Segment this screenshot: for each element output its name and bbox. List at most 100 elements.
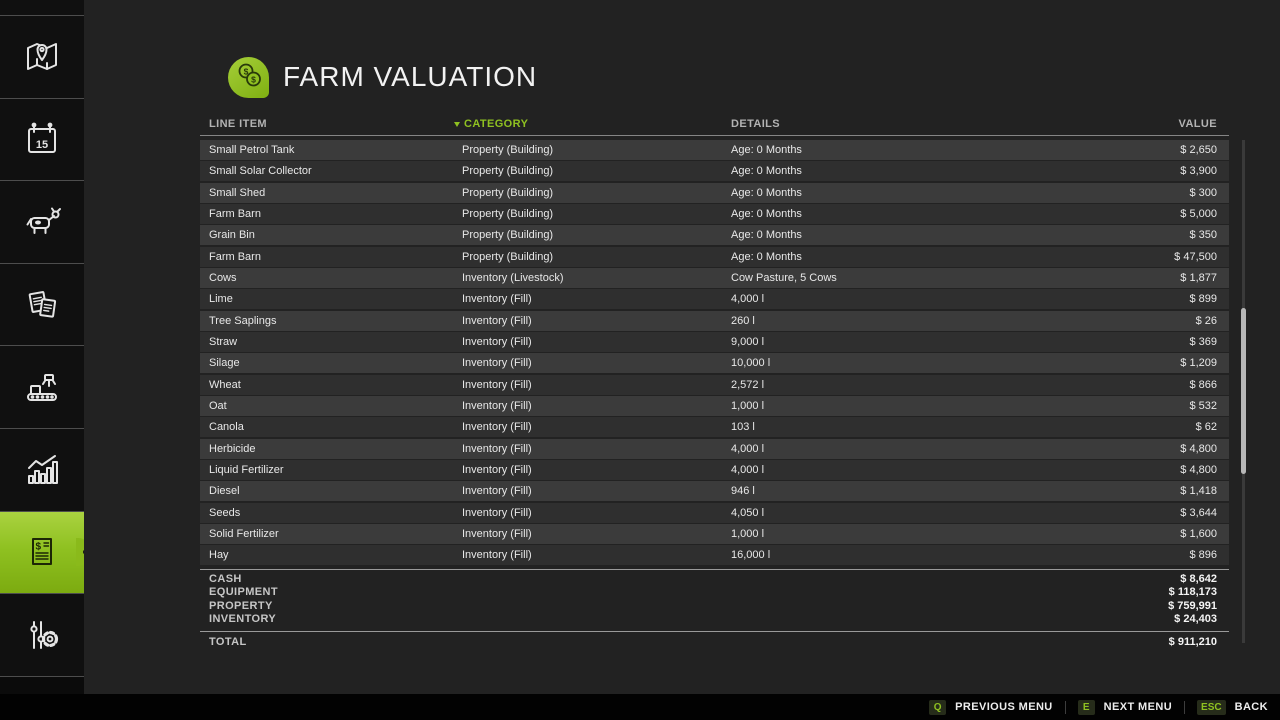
value-cell: $ 1,418 (1180, 485, 1217, 498)
svg-text:$: $ (36, 542, 42, 553)
line-item-cell: Oat (209, 399, 227, 412)
category-cell: Inventory (Fill) (462, 442, 532, 455)
table-row: Silage Inventory (Fill) 10,000 l $ 1,209 (200, 353, 1229, 374)
value-cell: $ 4,800 (1180, 463, 1217, 476)
value-cell: $ 1,209 (1180, 357, 1217, 370)
category-cell: Inventory (Fill) (462, 293, 532, 306)
category-cell: Property (Building) (462, 207, 554, 220)
details-cell: 16,000 l (731, 549, 771, 562)
line-item-cell: Grain Bin (209, 229, 255, 242)
summary-row-inventory: INVENTORY $ 24,403 (209, 613, 1217, 626)
details-cell: 4,000 l (731, 442, 765, 455)
line-item-cell: Hay (209, 549, 229, 562)
line-item-cell: Small Solar Collector (209, 165, 312, 178)
svg-text:$: $ (243, 67, 248, 77)
map-icon (21, 36, 63, 78)
details-cell: 9,000 l (731, 335, 765, 348)
sidebar-endcap (0, 675, 84, 694)
footer-divider (1064, 700, 1066, 714)
table-row: Farm Barn Property (Building) Age: 0 Mon… (200, 246, 1229, 267)
column-header-category[interactable]: CATEGORY (454, 118, 731, 130)
hint-previous-menu[interactable]: Q PREVIOUS MENU (929, 699, 1053, 715)
line-item-cell: Lime (209, 293, 233, 306)
production-icon (21, 366, 63, 408)
sidebar-item-settings[interactable] (0, 593, 84, 676)
summary-row-equipment: EQUIPMENT $ 118,173 (209, 586, 1217, 599)
contracts-icon (21, 284, 63, 326)
key-badge-e: E (1077, 699, 1095, 715)
sidebar-nav: 15 (0, 0, 92, 694)
line-item-cell: Diesel (209, 485, 240, 498)
column-header-details[interactable]: DETAILS (731, 118, 781, 130)
table-row: Small Solar Collector Property (Building… (200, 161, 1229, 182)
table-row: Seeds Inventory (Fill) 4,050 l $ 3,644 (200, 502, 1229, 523)
column-header-value[interactable]: VALUE (1178, 118, 1217, 130)
category-cell: Inventory (Fill) (462, 506, 532, 519)
sidebar-item-contracts[interactable] (0, 262, 84, 346)
sidebar-item-map[interactable] (0, 15, 84, 98)
table-row: Canola Inventory (Fill) 103 l $ 62 (200, 417, 1229, 438)
hint-back[interactable]: ESC BACK (1197, 699, 1268, 715)
line-item-cell: Silage (209, 357, 240, 370)
table-row: Hay Inventory (Fill) 16,000 l $ 896 (200, 545, 1229, 566)
line-item-cell: Farm Barn (209, 207, 261, 220)
value-cell: $ 896 (1189, 549, 1217, 562)
table-header-row: LINE ITEM CATEGORY DETAILS VALUE (200, 116, 1229, 132)
sidebar-item-finances[interactable]: $ (0, 510, 92, 594)
line-item-cell: Tree Saplings (209, 314, 277, 327)
table-row: Wheat Inventory (Fill) 2,572 l $ 866 (200, 374, 1229, 395)
details-cell: 946 l (731, 485, 755, 498)
details-cell: 1,000 l (731, 399, 765, 412)
summary-row-total: TOTAL $ 911,210 (209, 635, 1217, 648)
details-cell: Cow Pasture, 5 Cows (731, 271, 837, 284)
table-row: Oat Inventory (Fill) 1,000 l $ 532 (200, 395, 1229, 416)
table-row: Farm Barn Property (Building) Age: 0 Mon… (200, 203, 1229, 224)
value-cell: $ 532 (1189, 399, 1217, 412)
value-cell: $ 1,600 (1180, 527, 1217, 540)
line-item-cell: Small Petrol Tank (209, 144, 295, 156)
line-item-cell: Seeds (209, 506, 241, 519)
line-item-cell: Liquid Fertilizer (209, 463, 284, 476)
farm-valuation-panel: $ $ FARM VALUATION LINE ITEM CATEGORY DE… (84, 0, 1280, 694)
category-cell: Inventory (Fill) (462, 527, 532, 540)
table-row: Lime Inventory (Fill) 4,000 l $ 899 (200, 289, 1229, 310)
summary-row-cash: CASH $ 8,642 (209, 573, 1217, 585)
details-cell: 4,000 l (731, 293, 765, 306)
details-cell: Age: 0 Months (731, 207, 802, 220)
category-cell: Inventory (Fill) (462, 421, 532, 434)
sidebar-item-animals[interactable] (0, 180, 84, 263)
details-cell: Age: 0 Months (731, 250, 802, 263)
category-cell: Property (Building) (462, 229, 554, 242)
scrollbar-thumb[interactable] (1241, 308, 1246, 474)
value-cell: $ 26 (1195, 314, 1217, 327)
details-cell: 10,000 l (731, 357, 771, 370)
value-cell: $ 3,900 (1180, 165, 1217, 178)
line-item-cell: Solid Fertilizer (209, 527, 279, 540)
column-header-line-item[interactable]: LINE ITEM (209, 118, 267, 130)
category-cell: Inventory (Fill) (462, 485, 532, 498)
value-cell: $ 47,500 (1174, 250, 1217, 263)
table-row: Liquid Fertilizer Inventory (Fill) 4,000… (200, 459, 1229, 480)
table-row: Straw Inventory (Fill) 9,000 l $ 369 (200, 331, 1229, 352)
sidebar-item-production[interactable] (0, 345, 84, 428)
sidebar-item-calendar[interactable]: 15 (0, 97, 84, 181)
page-title: FARM VALUATION (283, 61, 538, 92)
line-item-cell: Small Shed (209, 186, 266, 199)
category-cell: Property (Building) (462, 186, 554, 199)
finances-icon: $ (21, 531, 63, 573)
coins-icon: $ $ (232, 58, 266, 97)
line-item-cell: Canola (209, 421, 244, 434)
table-row: Herbicide Inventory (Fill) 4,000 l $ 4,8… (200, 438, 1229, 459)
line-item-cell: Straw (209, 335, 238, 348)
hint-next-menu[interactable]: E NEXT MENU (1077, 699, 1172, 715)
table-row: Grain Bin Property (Building) Age: 0 Mon… (200, 225, 1229, 246)
details-cell: 103 l (731, 421, 755, 434)
footer-divider (1184, 700, 1186, 714)
details-cell: 260 l (731, 314, 755, 327)
calendar-icon: 15 (21, 118, 63, 160)
sidebar-item-statistics[interactable] (0, 427, 84, 511)
line-item-cell: Herbicide (209, 442, 256, 455)
details-cell: 1,000 l (731, 527, 765, 540)
table-row: Tree Saplings Inventory (Fill) 260 l $ 2… (200, 310, 1229, 331)
category-cell: Property (Building) (462, 165, 554, 178)
